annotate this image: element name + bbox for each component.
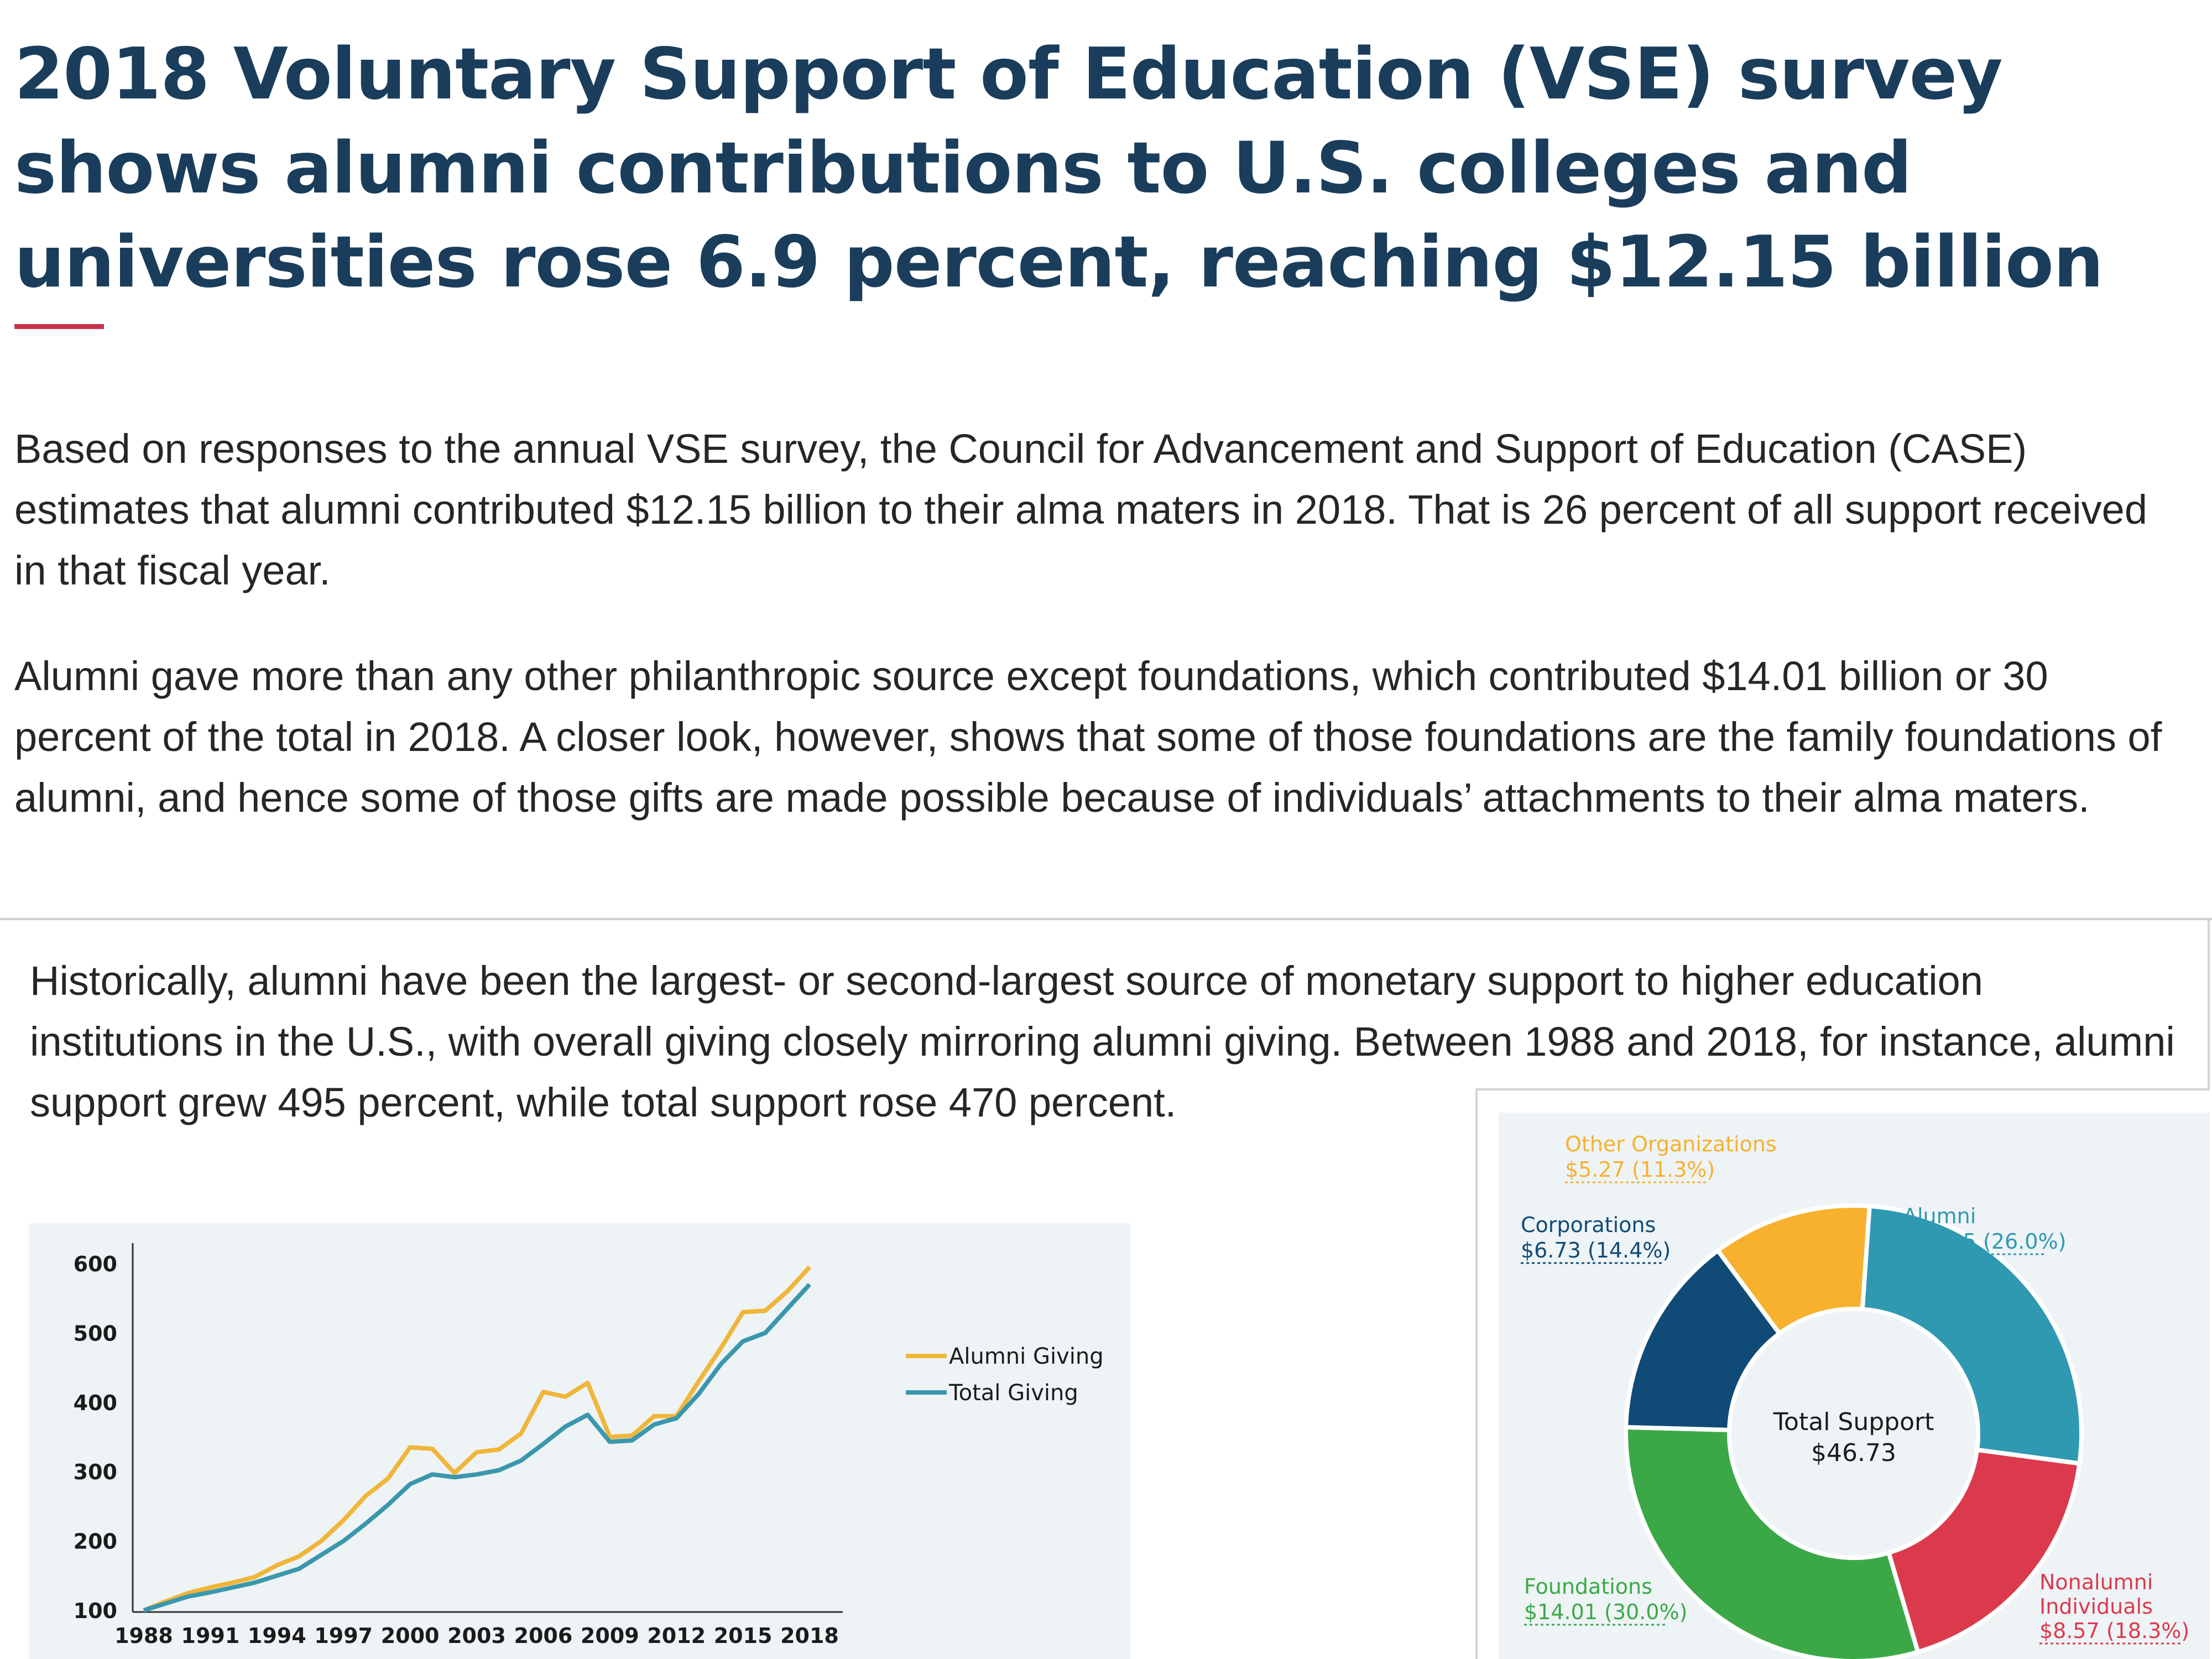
slice-label-foundations: $14.01 (30.0%)	[1524, 1600, 1687, 1624]
series-line-total-giving	[143, 1282, 811, 1613]
donut-chart: Total Support $46.73 Alumni$12.15 (26.0%) N…	[1521, 1132, 2189, 1659]
x-tick-label: 2012	[647, 1624, 706, 1648]
paragraph-3: Historically, alumni have been the large…	[30, 958, 2175, 1125]
y-tick-label: 200	[74, 1530, 117, 1554]
x-tick-label: 2009	[581, 1624, 639, 1648]
slice-label-other-organizations: Other Organizations	[1565, 1132, 1777, 1156]
article-title: 2018 Voluntary Support of Education (VSE…	[14, 33, 2104, 304]
x-tick-label: 1997	[314, 1624, 373, 1648]
x-tick-label: 2006	[514, 1624, 573, 1648]
x-tick-label: 2015	[714, 1624, 773, 1648]
x-tick-label: 2018	[780, 1624, 839, 1648]
slice-label-other-organizations: $5.27 (11.3%)	[1565, 1157, 1715, 1182]
x-tick-label: 2003	[447, 1624, 506, 1648]
x-tick-label: 1988	[114, 1624, 173, 1648]
donut-slice-corporations	[1624, 1247, 1783, 1433]
y-tick-label: 400	[74, 1391, 117, 1415]
slice-label-nonalumni-individuals: $8.57 (18.3%)	[2039, 1619, 2189, 1643]
line-chart: 100 200 300 400 500 600 1988 1991 1994 1997 2000 20…	[74, 1243, 1104, 1648]
x-tick-label: 1991	[181, 1624, 240, 1648]
donut-center-label: Total Support	[1773, 1408, 1934, 1436]
series-line-alumni-giving	[143, 1265, 811, 1613]
slice-label-corporations: $6.73 (14.4%)	[1521, 1238, 1671, 1262]
slice-label-alumni: $12.15 (26.0%)	[1903, 1229, 2066, 1254]
legend-label: Total Giving	[948, 1380, 1078, 1406]
slice-label-corporations: Corporations	[1521, 1213, 1656, 1237]
line-chart-panel: 100 200 300 400 500 600 1988 1991 1994 1997 2000 20…	[29, 1223, 1130, 1659]
x-tick-label: 2000	[381, 1624, 440, 1648]
y-tick-label: 100	[74, 1599, 117, 1623]
slice-label-nonalumni-individuals: Individuals	[2039, 1594, 2153, 1619]
donut-chart-panel: Total Support $46.73 Alumni $12.15 (26.0%) N…	[1499, 1113, 2210, 1659]
y-tick-label: 600	[74, 1252, 117, 1276]
legend-label: Alumni Giving	[949, 1344, 1104, 1369]
paragraph-1: Based on responses to the annual VSE sur…	[14, 426, 2147, 593]
section-divider	[0, 918, 2212, 920]
slice-label-foundations: Foundations	[1524, 1574, 1652, 1599]
slice-label-alumni: Alumni	[1903, 1204, 1976, 1228]
donut-center-value: $46.73	[1811, 1439, 1896, 1467]
title-accent-rule	[14, 324, 104, 329]
donut-slice-foundations	[1624, 1425, 1921, 1659]
y-tick-label: 500	[74, 1321, 117, 1345]
y-tick-label: 300	[74, 1460, 117, 1484]
donut-slice-nonalumni-individuals	[1886, 1447, 2082, 1655]
slice-label-nonalumni-individuals: Nonalumni	[2039, 1570, 2153, 1594]
x-tick-label: 1994	[248, 1624, 306, 1648]
donut-slice-alumni	[1860, 1203, 2084, 1466]
donut-slice-other-organizations	[1714, 1203, 1872, 1337]
paragraph-2: Alumni gave more than any other philanth…	[14, 653, 2162, 821]
